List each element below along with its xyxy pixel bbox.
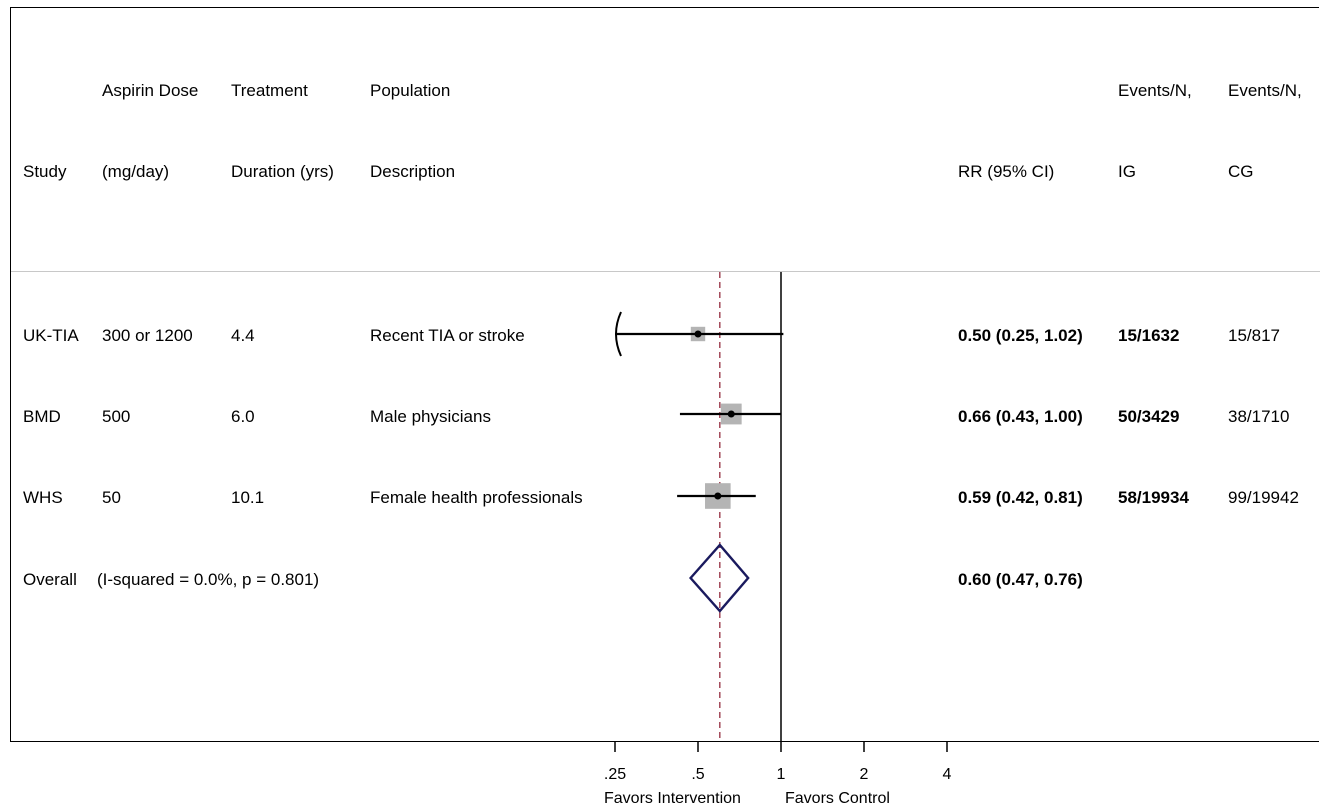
header-duration-line2: Duration (yrs) (231, 162, 334, 181)
header-study: Study (23, 162, 67, 181)
point-estimate (714, 492, 722, 500)
header-dose-line2: (mg/day) (102, 162, 170, 181)
x-tick-label: 4 (942, 766, 952, 783)
row-rr: 0.59 (0.42, 0.81) (958, 488, 1083, 507)
row-ig: 50/3429 (1118, 407, 1180, 426)
row-duration: 10.1 (231, 488, 265, 507)
x-tick-label: .5 (691, 766, 705, 783)
ci-truncation-arrow (615, 311, 622, 357)
row-duration: 4.4 (231, 326, 255, 345)
header-cg-line2: CG (1228, 162, 1254, 181)
row-cg: 99/19942 (1228, 488, 1299, 507)
x-tick-label: 2 (859, 766, 869, 783)
overall-label: Overall (23, 570, 77, 589)
row-cg: 38/1710 (1228, 407, 1290, 426)
plot-frame (10, 7, 1319, 742)
row-study: WHS (23, 488, 63, 507)
row-ig: 15/1632 (1118, 326, 1180, 345)
favors-intervention-label: Favors Intervention (604, 790, 741, 807)
point-estimate (694, 330, 702, 338)
header-duration-line1: Treatment (231, 81, 308, 100)
row-study: BMD (23, 407, 61, 426)
overall-heterogeneity: (I-squared = 0.0%, p = 0.801) (97, 570, 320, 589)
header-dose-line1: Aspirin Dose (102, 81, 199, 100)
favors-control-label: Favors Control (785, 790, 890, 807)
row-population: Recent TIA or stroke (370, 326, 525, 345)
x-tick-label: .25 (603, 766, 627, 783)
header-population-line2: Description (370, 162, 456, 181)
row-population: Female health professionals (370, 488, 583, 507)
header-cg-line1: Events/N, (1228, 81, 1302, 100)
row-study: UK-TIA (23, 326, 79, 345)
row-rr: 0.66 (0.43, 1.00) (958, 407, 1083, 426)
header-ig-line1: Events/N, (1118, 81, 1192, 100)
header-population-line1: Population (370, 81, 451, 100)
row-cg: 15/817 (1228, 326, 1280, 345)
row-rr: 0.50 (0.25, 1.02) (958, 326, 1083, 345)
row-dose: 300 or 1200 (102, 326, 193, 345)
header-separator (11, 271, 1320, 272)
point-estimate (727, 410, 735, 418)
header-ig-line2: IG (1118, 162, 1136, 181)
row-ig: 58/19934 (1118, 488, 1189, 507)
overall-rr: 0.60 (0.47, 0.76) (958, 570, 1083, 589)
row-population: Male physicians (370, 407, 491, 426)
row-dose: 500 (102, 407, 131, 426)
row-dose: 50 (102, 488, 121, 507)
row-duration: 6.0 (231, 407, 255, 426)
header-rr: RR (95% CI) (958, 162, 1055, 181)
overall-diamond (688, 543, 750, 613)
x-tick-label: 1 (776, 766, 786, 783)
